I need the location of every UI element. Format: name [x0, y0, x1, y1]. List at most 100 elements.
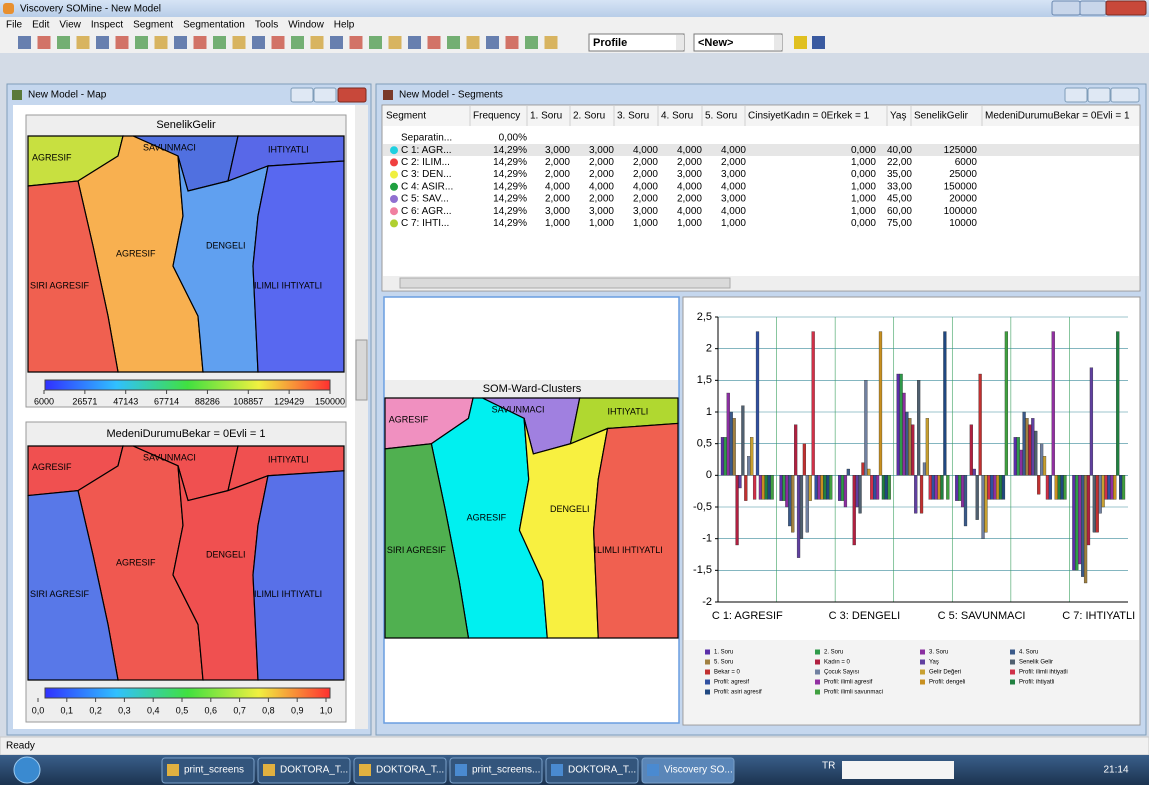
- toolbar-button[interactable]: [505, 36, 519, 49]
- bar: [858, 475, 862, 514]
- scale-label: 6000: [34, 396, 54, 406]
- map-region[interactable]: [252, 160, 345, 373]
- win-close[interactable]: [1110, 87, 1140, 103]
- bar: [1075, 475, 1079, 571]
- column-header[interactable]: SenelikGelir: [914, 111, 969, 122]
- toolbar-button[interactable]: [369, 36, 382, 49]
- column-header[interactable]: MedeniDurumuBekar = 0Evli = 1: [985, 111, 1130, 122]
- map-region[interactable]: [252, 470, 345, 681]
- win-close[interactable]: [337, 87, 367, 103]
- clusters-title: SOM-Ward-Clusters: [483, 383, 582, 395]
- toolbar-button[interactable]: [310, 36, 324, 49]
- taskbar-item[interactable]: [353, 757, 447, 784]
- column-header[interactable]: Segment: [386, 111, 426, 122]
- toolbar-button[interactable]: [135, 36, 148, 49]
- column-header[interactable]: CinsiyetKadın = 0Erkek = 1: [748, 111, 870, 122]
- table-cell[interactable]: C 1: AGR...: [401, 145, 452, 156]
- toolbar-button[interactable]: [408, 36, 421, 49]
- toolbar-button[interactable]: [486, 36, 499, 49]
- toolbar-button[interactable]: [544, 36, 558, 49]
- menu-item[interactable]: View: [59, 20, 81, 31]
- taskbar-item[interactable]: [161, 757, 255, 784]
- toolbar-button[interactable]: [525, 36, 538, 49]
- toolbar-button[interactable]: [115, 36, 129, 49]
- bar: [764, 475, 768, 500]
- scrollbar[interactable]: [355, 105, 368, 729]
- win-min[interactable]: [1064, 87, 1088, 103]
- menu-item[interactable]: Segment: [133, 20, 173, 31]
- map-region[interactable]: [384, 443, 470, 639]
- toolbar-button[interactable]: [57, 36, 70, 49]
- window-icon: [383, 90, 393, 100]
- toolbar-button[interactable]: [76, 36, 90, 49]
- toolbar-button[interactable]: [96, 36, 109, 49]
- win-min[interactable]: [290, 87, 314, 103]
- toolbar-button[interactable]: [232, 36, 246, 49]
- table-cell[interactable]: C 3: DEN...: [401, 169, 452, 180]
- toolbar-button[interactable]: [18, 36, 31, 49]
- menu-item[interactable]: File: [6, 20, 23, 31]
- toolbar-button[interactable]: [427, 36, 441, 49]
- column-header[interactable]: Frequency: [473, 111, 520, 122]
- toolbar-button[interactable]: [330, 36, 343, 49]
- toolbar-button[interactable]: [466, 36, 480, 49]
- region-label: SIRI AGRESIF: [30, 589, 90, 599]
- map-region[interactable]: [27, 180, 119, 373]
- legend-swatch: [1010, 649, 1015, 655]
- column-header[interactable]: 5. Soru: [705, 111, 737, 122]
- table-cell: 4,000: [589, 181, 614, 192]
- search-box[interactable]: [842, 761, 954, 779]
- toolbar-button[interactable]: [154, 36, 168, 49]
- map-region[interactable]: [593, 422, 679, 639]
- menu-item[interactable]: Segmentation: [183, 20, 245, 31]
- toolbar-button[interactable]: [812, 36, 825, 49]
- maximize-button[interactable]: [1079, 0, 1107, 16]
- menu-item[interactable]: Inspect: [91, 20, 123, 31]
- win-max[interactable]: [1087, 87, 1111, 103]
- combo-arrow[interactable]: [676, 35, 684, 50]
- table-cell[interactable]: C 6: AGR...: [401, 206, 452, 217]
- close-button[interactable]: [1105, 0, 1147, 16]
- menu-item[interactable]: Help: [334, 20, 355, 31]
- table-cell[interactable]: C 5: SAV...: [401, 194, 449, 205]
- toolbar-button[interactable]: [193, 36, 207, 49]
- toolbar-button[interactable]: [388, 36, 402, 49]
- scroll-thumb[interactable]: [355, 339, 368, 401]
- toolbar-button[interactable]: [271, 36, 285, 49]
- taskbar-item[interactable]: [257, 757, 351, 784]
- toolbar-button[interactable]: [213, 36, 226, 49]
- combo-arrow[interactable]: [774, 35, 782, 50]
- toolbar-button[interactable]: [291, 36, 304, 49]
- win-max[interactable]: [313, 87, 337, 103]
- toolbar-button[interactable]: [174, 36, 187, 49]
- table-cell[interactable]: C 2: ILIM...: [401, 157, 450, 168]
- column-header[interactable]: 3. Soru: [617, 111, 649, 122]
- column-header[interactable]: 2. Soru: [573, 111, 605, 122]
- toolbar-button[interactable]: [794, 36, 807, 49]
- taskbar-item[interactable]: [545, 757, 639, 784]
- start-button[interactable]: [13, 756, 41, 784]
- map-region[interactable]: [27, 489, 119, 681]
- menu-item[interactable]: Tools: [255, 20, 278, 31]
- bar: [963, 475, 968, 527]
- table-cell[interactable]: C 7: IHTI...: [401, 218, 449, 229]
- table-cell[interactable]: Separatin...: [401, 133, 452, 144]
- minimize-button[interactable]: [1051, 0, 1081, 16]
- scale-label: 108857: [233, 396, 263, 406]
- h-scroll-thumb[interactable]: [399, 277, 731, 289]
- legend-swatch: [920, 669, 925, 675]
- toolbar-button[interactable]: [252, 36, 265, 49]
- table-cell[interactable]: C 4: ASIR...: [401, 181, 453, 192]
- taskbar-item[interactable]: [641, 757, 735, 784]
- toolbar-button[interactable]: [447, 36, 460, 49]
- column-header[interactable]: Yaş: [890, 111, 907, 122]
- menu-item[interactable]: Edit: [32, 20, 49, 31]
- menu-item[interactable]: Window: [288, 20, 324, 31]
- taskbar-item[interactable]: [449, 757, 543, 784]
- column-header[interactable]: 1. Soru: [530, 111, 562, 122]
- toolbar-button[interactable]: [37, 36, 51, 49]
- region-label: SAVUNMACI: [492, 405, 545, 415]
- column-header[interactable]: 4. Soru: [661, 111, 693, 122]
- toolbar-button[interactable]: [349, 36, 363, 49]
- selected-row[interactable]: [383, 144, 1139, 156]
